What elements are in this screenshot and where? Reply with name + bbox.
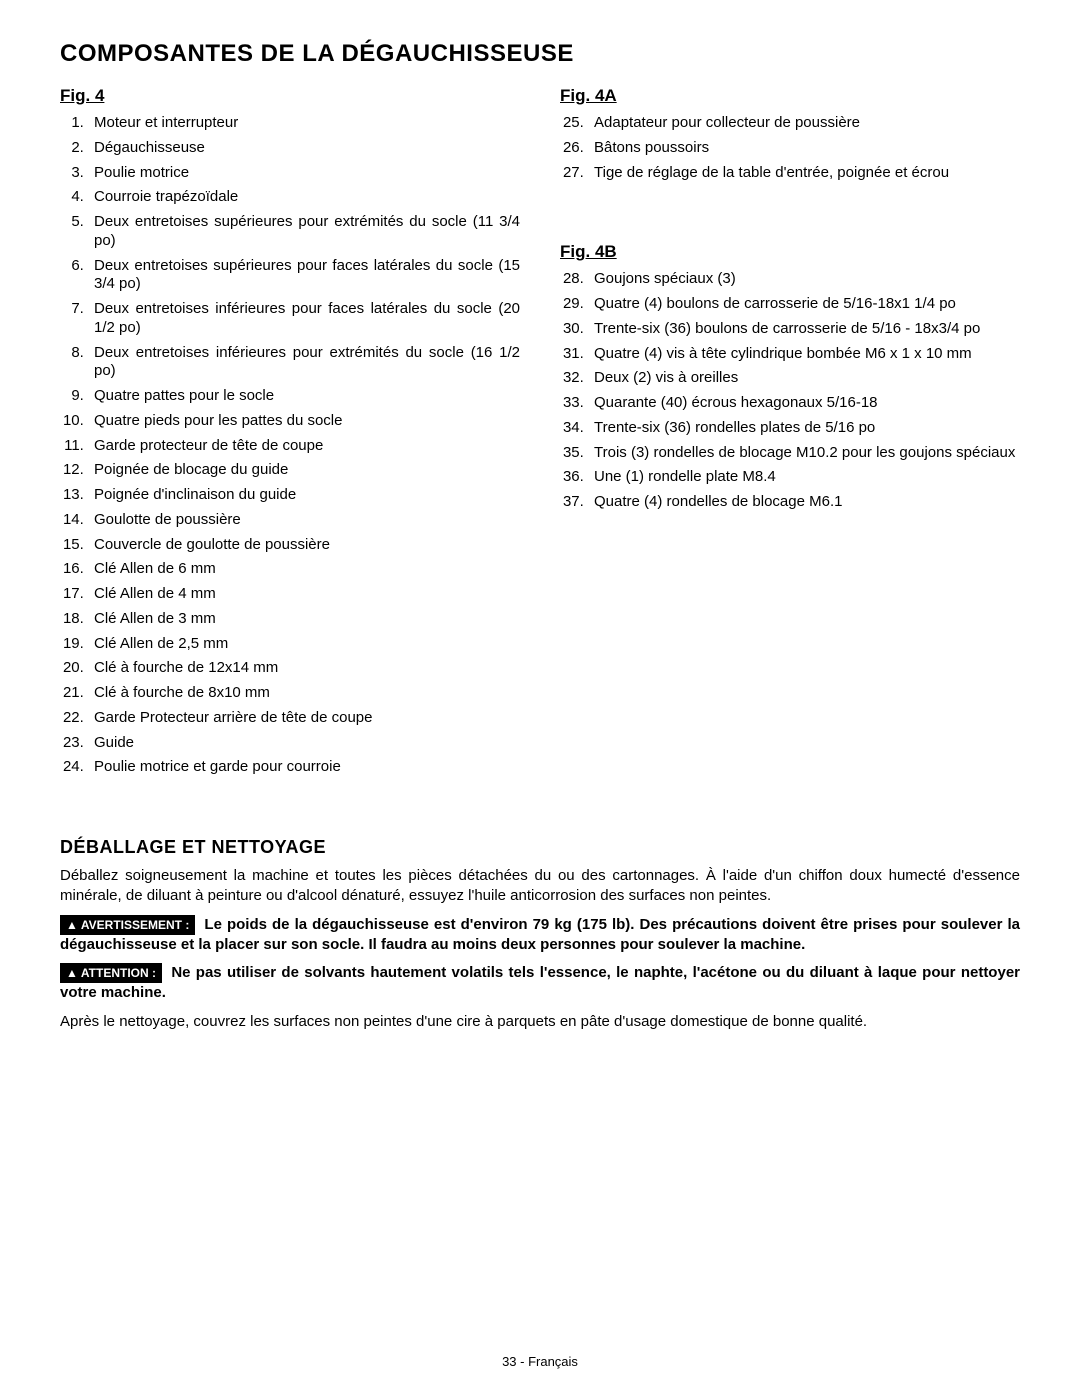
fig4-list: Moteur et interrupteur Dégauchisseuse Poul… [60,114,520,777]
fig4a-heading: Fig. 4A [560,86,1020,106]
attention-label-text: ATTENTION : [81,966,156,980]
list-item: Quatre (4) boulons de carrosserie de 5/1… [588,295,1020,314]
page-title: COMPOSANTES DE LA DÉGAUCHISSEUSE [60,40,1020,68]
attention-block: ▲ATTENTION : Ne pas utiliser de solvants… [60,963,1020,1004]
list-item: Poignée de blocage du guide [88,461,520,480]
warning-label: ▲AVERTISSEMENT : [60,915,195,935]
list-item: Clé Allen de 6 mm [88,560,520,579]
list-item: Trois (3) rondelles de blocage M10.2 pou… [588,444,1020,463]
spacer [560,202,1020,242]
list-item: Clé à fourche de 8x10 mm [88,684,520,703]
right-column: Fig. 4A Adaptateur pour collecteur de po… [560,86,1020,797]
unpacking-heading: DÉBALLAGE ET NETTOYAGE [60,837,1020,858]
list-item: Deux entretoises supérieures pour extrém… [88,213,520,251]
list-item: Deux entretoises inférieures pour faces … [88,300,520,338]
list-item: Trente-six (36) boulons de carrosserie d… [588,320,1020,339]
list-item: Couvercle de goulotte de poussière [88,536,520,555]
list-item: Poulie motrice [88,164,520,183]
list-item: Goulotte de poussière [88,511,520,530]
warning-label-text: AVERTISSEMENT : [81,918,189,932]
list-item: Quatre pattes pour le socle [88,387,520,406]
list-item: Quarante (40) écrous hexagonaux 5/16-18 [588,394,1020,413]
list-item: Bâtons poussoirs [588,139,1020,158]
list-item: Quatre (4) vis à tête cylindrique bombée… [588,345,1020,364]
list-item: Deux entretoises supérieures pour faces … [88,257,520,295]
warning-triangle-icon: ▲ [66,918,78,932]
fig4-heading: Fig. 4 [60,86,520,106]
warning-block: ▲AVERTISSEMENT : Le poids de la dégauchi… [60,915,1020,956]
list-item: Moteur et interrupteur [88,114,520,133]
list-item: Clé Allen de 3 mm [88,610,520,629]
list-item: Une (1) rondelle plate M8.4 [588,468,1020,487]
list-item: Quatre pieds pour les pattes du socle [88,412,520,431]
list-item: Guide [88,734,520,753]
list-item: Clé Allen de 4 mm [88,585,520,604]
list-item: Adaptateur pour collecteur de poussière [588,114,1020,133]
list-item: Clé à fourche de 12x14 mm [88,659,520,678]
list-item: Trente-six (36) rondelles plates de 5/16… [588,419,1020,438]
attention-triangle-icon: ▲ [66,966,78,980]
list-item: Tige de réglage de la table d'entrée, po… [588,164,1020,183]
list-item: Garde protecteur de tête de coupe [88,437,520,456]
fig4a-list: Adaptateur pour collecteur de poussière B… [560,114,1020,182]
unpacking-paragraph-1: Déballez soigneusement la machine et tou… [60,866,1020,907]
page-footer: 33 - Français [0,1354,1080,1369]
list-item: Poignée d'inclinaison du guide [88,486,520,505]
attention-label: ▲ATTENTION : [60,963,162,983]
left-column: Fig. 4 Moteur et interrupteur Dégauchisse… [60,86,520,797]
list-item: Deux (2) vis à oreilles [588,369,1020,388]
list-item: Poulie motrice et garde pour courroie [88,758,520,777]
list-item: Dégauchisseuse [88,139,520,158]
list-item: Garde Protecteur arrière de tête de coup… [88,709,520,728]
list-item: Deux entretoises inférieures pour extrém… [88,344,520,382]
unpacking-paragraph-2: Après le nettoyage, couvrez les surfaces… [60,1012,1020,1032]
list-item: Courroie trapézoïdale [88,188,520,207]
two-column-layout: Fig. 4 Moteur et interrupteur Dégauchisse… [60,86,1020,797]
manual-page: COMPOSANTES DE LA DÉGAUCHISSEUSE Fig. 4 … [0,0,1080,1397]
warning-text: Le poids de la dégauchisseuse est d'envi… [60,916,1020,953]
list-item: Clé Allen de 2,5 mm [88,635,520,654]
fig4b-list: Goujons spéciaux (3) Quatre (4) boulons d… [560,270,1020,512]
attention-text: Ne pas utiliser de solvants hautement vo… [60,964,1020,1001]
list-item: Quatre (4) rondelles de blocage M6.1 [588,493,1020,512]
list-item: Goujons spéciaux (3) [588,270,1020,289]
fig4b-heading: Fig. 4B [560,242,1020,262]
